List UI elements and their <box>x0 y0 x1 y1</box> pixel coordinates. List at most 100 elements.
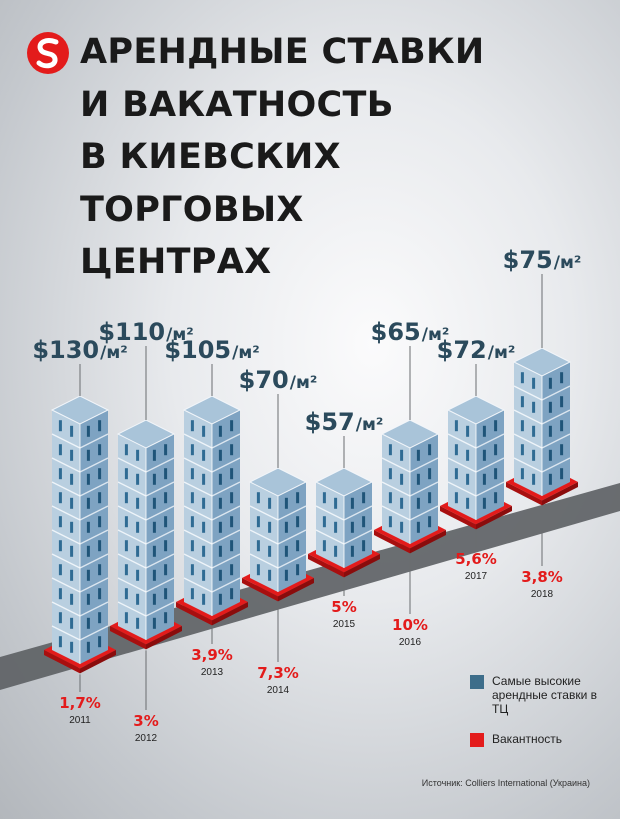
year-label: 2012 <box>135 733 158 744</box>
building-face-right <box>542 362 570 496</box>
floor-line <box>183 505 213 521</box>
legend-label-rent: Самые высокие арендные ставки в ТЦ <box>492 674 597 716</box>
year-label: 2017 <box>465 571 488 582</box>
vacancy-base-side <box>506 482 542 506</box>
vacancy-label: 5,6% <box>455 550 497 568</box>
floor-line <box>475 481 505 497</box>
floor-line <box>145 529 175 545</box>
legend-swatch-vacancy <box>470 733 484 747</box>
floor-line <box>51 529 81 545</box>
year-label: 2014 <box>267 685 290 696</box>
floor-line <box>183 481 213 497</box>
rent-unit: /м² <box>166 325 194 345</box>
year-label: 2016 <box>399 637 422 648</box>
floor-line <box>277 529 307 545</box>
vacancy-label: 10% <box>392 616 428 634</box>
floor-line <box>277 505 307 521</box>
floor-line <box>183 529 213 545</box>
year-label: 2011 <box>69 715 91 726</box>
building-2011 <box>44 395 116 674</box>
title-line: АРЕНДНЫЕ СТАВКИ <box>80 32 485 72</box>
vacancy-base-side <box>110 626 146 650</box>
building-roof <box>314 467 374 497</box>
year-label: 2018 <box>531 589 554 600</box>
floor-line <box>51 433 81 449</box>
legend-item-vacancy: Вакантность <box>470 732 610 747</box>
floor-line <box>51 601 81 617</box>
building-face-left <box>316 482 344 568</box>
floor-line <box>183 577 213 593</box>
floor-line <box>315 529 345 545</box>
vacancy-label: 5% <box>331 598 356 616</box>
rent-unit: /м² <box>422 325 450 345</box>
vacancy-base-side <box>542 482 578 506</box>
floor-line <box>343 529 373 545</box>
rent-label: $57/м² <box>305 408 384 436</box>
building-roof <box>446 395 506 425</box>
building-2018 <box>506 347 578 506</box>
floor-line <box>145 457 175 473</box>
source-note: Источник: Colliers International (Украин… <box>421 778 590 788</box>
building-roof <box>182 395 242 425</box>
floor-line <box>249 505 279 521</box>
floor-line <box>211 505 241 521</box>
floor-line <box>277 553 307 569</box>
floor-line <box>51 481 81 497</box>
floor-line <box>211 529 241 545</box>
floor-line <box>117 505 147 521</box>
building-face-right <box>344 482 372 568</box>
floor-line <box>145 601 175 617</box>
building-2015 <box>308 467 380 578</box>
floor-line <box>117 553 147 569</box>
floor-line <box>145 577 175 593</box>
floor-line <box>475 457 505 473</box>
floor-line <box>51 457 81 473</box>
floor-line <box>513 385 543 401</box>
floor-line <box>145 505 175 521</box>
floor-line <box>79 577 109 593</box>
rent-unit: /м² <box>554 253 582 273</box>
floor-line <box>513 433 543 449</box>
floor-line <box>117 457 147 473</box>
floor-line <box>343 505 373 521</box>
vacancy-base-side <box>344 554 380 578</box>
title-line: В КИЕВСКИХ <box>80 137 341 177</box>
vacancy-label: 3,9% <box>191 646 233 664</box>
floor-line <box>79 601 109 617</box>
floor-line <box>145 553 175 569</box>
rent-label: $110/м² <box>98 318 193 346</box>
floor-line <box>211 553 241 569</box>
floor-line <box>541 385 571 401</box>
vacancy-base-side <box>374 530 410 554</box>
title-line: ЦЕНТРАХ <box>80 242 272 282</box>
floor-line <box>79 505 109 521</box>
vacancy-base-side <box>242 578 278 602</box>
floor-line <box>211 457 241 473</box>
floor-line <box>447 433 477 449</box>
floor-line <box>409 457 439 473</box>
floor-line <box>79 481 109 497</box>
floor-line <box>117 481 147 497</box>
rent-label: $70/м² <box>239 366 318 394</box>
vacancy-label: 1,7% <box>59 694 101 712</box>
floor-line <box>79 433 109 449</box>
vacancy-base-side <box>278 578 314 602</box>
building-roof <box>248 467 308 497</box>
vacancy-base-side <box>440 506 476 530</box>
rent-unit: /м² <box>100 343 128 363</box>
floor-line <box>183 553 213 569</box>
vacancy-label: 7,3% <box>257 664 299 682</box>
floor-line <box>211 433 241 449</box>
floor-line <box>541 409 571 425</box>
rent-label: $72/м² <box>437 336 516 364</box>
floor-line <box>51 625 81 641</box>
vacancy-base-side <box>176 602 212 626</box>
legend-label-vacancy: Вакантность <box>492 732 563 746</box>
floor-line <box>117 601 147 617</box>
legend-swatch-rent <box>470 675 484 689</box>
building-2013 <box>176 395 248 626</box>
floor-line <box>117 577 147 593</box>
floor-line <box>51 577 81 593</box>
vacancy-base-side <box>308 554 344 578</box>
floor-line <box>117 529 147 545</box>
